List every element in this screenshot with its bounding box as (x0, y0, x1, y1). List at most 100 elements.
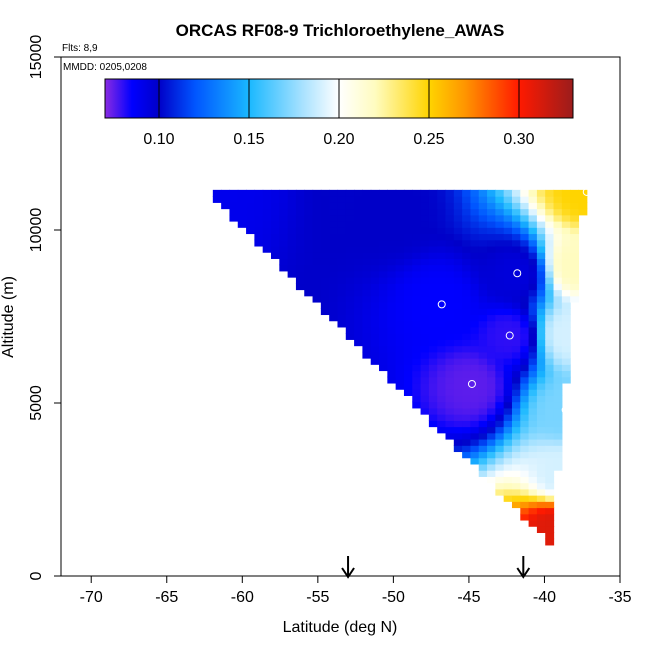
heatmap-cell (578, 196, 588, 203)
heatmap-cell (337, 270, 347, 278)
heatmap-cell (354, 270, 364, 278)
heatmap-cell (478, 432, 488, 440)
heatmap-cell (487, 283, 496, 291)
heatmap-cell (536, 326, 546, 334)
heatmap-cell (503, 488, 513, 496)
heatmap-cell (403, 326, 413, 334)
heatmap-cell (412, 301, 422, 309)
heatmap-cell (503, 438, 513, 446)
heatmap-cell (437, 358, 447, 365)
heatmap-cell (403, 314, 413, 322)
heatmap-cell (428, 214, 438, 222)
heatmap-cell (403, 208, 413, 216)
heatmap-cell (511, 476, 521, 484)
heatmap-cell (312, 196, 322, 203)
heatmap-cell (287, 252, 297, 259)
heatmap-cell (495, 264, 505, 272)
heatmap-cell (453, 239, 463, 247)
heatmap-cell (545, 364, 555, 372)
heatmap-cell (254, 208, 264, 216)
heatmap-cell (495, 364, 505, 372)
heatmap-cell (487, 414, 496, 421)
heatmap-cell (528, 308, 538, 316)
heatmap-cell (478, 389, 488, 396)
heatmap-cell (329, 258, 339, 266)
heatmap-cell (503, 389, 513, 396)
heatmap-cell (428, 326, 438, 334)
heatmap-cell (453, 395, 463, 403)
heatmap-cell (387, 333, 397, 340)
heatmap-cell (478, 245, 488, 253)
heatmap-cell (528, 470, 538, 477)
heatmap-cell (370, 221, 380, 228)
heatmap-cell (495, 320, 505, 328)
heatmap-cell (379, 308, 388, 316)
heatmap-cell (403, 333, 413, 340)
heatmap-cell (337, 320, 347, 328)
heatmap-cell (520, 513, 530, 521)
heatmap-cell (262, 214, 272, 222)
heatmap-cell (536, 320, 546, 328)
heatmap-cell (279, 208, 289, 216)
heatmap-cell (337, 214, 347, 222)
heatmap-cell (312, 270, 322, 278)
heatmap-cell (395, 270, 405, 278)
heatmap-cell (570, 277, 580, 284)
heatmap-cell (536, 289, 546, 297)
heatmap-cell (503, 264, 513, 272)
heatmap-cell (362, 301, 372, 309)
heatmap-cell (428, 364, 438, 372)
heatmap-cell (287, 202, 297, 210)
heatmap-cell (337, 196, 347, 203)
heatmap-cell (536, 295, 546, 303)
heatmap-cell (379, 301, 388, 309)
heatmap-cell (495, 252, 505, 259)
heatmap-cell (420, 382, 430, 390)
heatmap-cell (545, 407, 555, 415)
heatmap-cell (495, 295, 505, 303)
heatmap-cell (387, 289, 397, 297)
heatmap-cell (536, 414, 546, 421)
heatmap-cell (545, 401, 555, 409)
heatmap-cell (553, 295, 563, 303)
heatmap-cell (528, 382, 538, 390)
heatmap-cell (412, 264, 422, 272)
heatmap-cell (561, 289, 571, 297)
heatmap-cell (362, 277, 372, 284)
heatmap-cell (445, 196, 455, 203)
heatmap-cell (387, 227, 397, 235)
heatmap-cell (345, 308, 355, 316)
heatmap-cell (503, 214, 513, 222)
heatmap-cell (379, 289, 388, 297)
heatmap-cell (387, 189, 397, 197)
heatmap-cell (528, 482, 538, 490)
heatmap-cell (345, 214, 355, 222)
heatmap-cell (395, 339, 405, 347)
heatmap-cell (420, 370, 430, 378)
heatmap-cell (362, 314, 372, 322)
heatmap-cell (536, 245, 546, 253)
heatmap-cell (395, 289, 405, 297)
heatmap-cell (320, 301, 330, 309)
heatmap-cell (520, 239, 530, 247)
heatmap-cell (420, 283, 430, 291)
heatmap-cell (412, 345, 422, 353)
heatmap-cell (362, 345, 372, 353)
heatmap-cell (520, 432, 530, 440)
heatmap-cell (536, 202, 546, 210)
heatmap-cell (403, 301, 413, 309)
heatmap-cell (412, 364, 422, 372)
x-tick-label: -50 (382, 589, 405, 606)
heatmap-cell (271, 252, 280, 259)
heatmap-cell (345, 333, 355, 340)
heatmap-cell (387, 295, 397, 303)
heatmap-cell (495, 351, 505, 359)
heatmap-cell (528, 463, 538, 471)
heatmap-cell (520, 445, 530, 453)
heatmap-cell (287, 264, 297, 272)
heatmap-cell (304, 239, 314, 247)
heatmap-cell (320, 189, 330, 197)
heatmap-cell (536, 258, 546, 266)
heatmap-cell (403, 295, 413, 303)
heatmap-cell (545, 295, 555, 303)
